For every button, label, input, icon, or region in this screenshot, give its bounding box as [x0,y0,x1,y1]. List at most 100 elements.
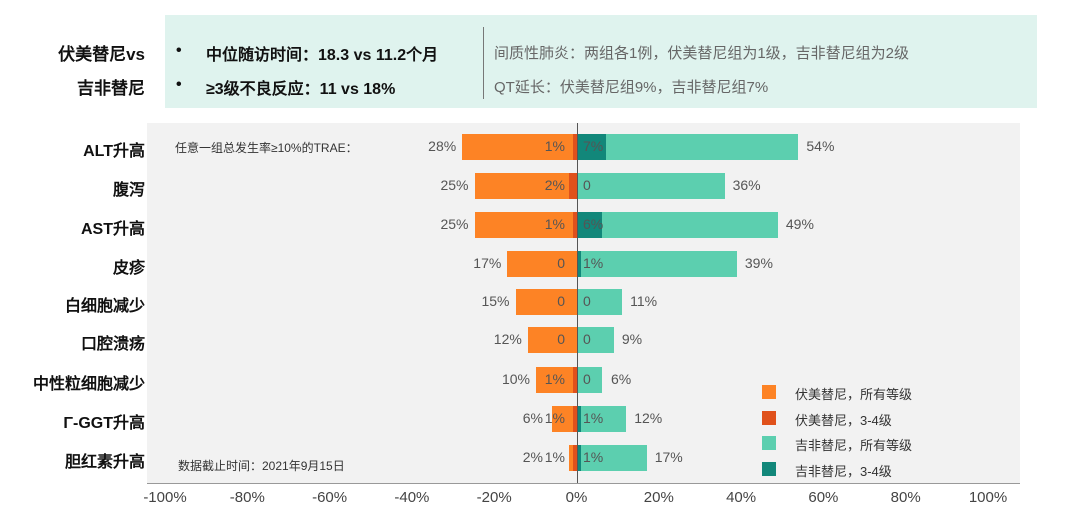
label-furmonertinib-all: 12% [493,331,522,347]
label-furmonertinib-grade34: 2% [544,177,565,193]
label-furmonertinib-grade34: 0 [557,255,565,271]
bar-gefitinib-all [577,289,623,315]
label-gefitinib-all: 54% [806,138,835,154]
label-furmonertinib-all: 2% [522,449,543,465]
bar-gefitinib-all [577,406,627,432]
category-label: ALT升高 [83,143,145,160]
label-furmonertinib-grade34: 0 [557,293,565,309]
comparison-label-line1: 伏美替尼vs [58,45,145,64]
category-label: 皮疹 [112,260,145,277]
bar-gefitinib-all [577,327,614,353]
bar-furmonertinib-all [552,406,577,432]
category-label: 中性粒细胞减少 [32,376,145,393]
label-gefitinib-all: 36% [732,177,761,193]
bar-furmonertinib-grade34 [568,173,577,199]
label-gefitinib-grade34: 1% [583,410,604,426]
x-tick-label: -40% [394,489,430,506]
legend-swatch [762,436,776,450]
label-furmonertinib-grade34: 0 [557,331,565,347]
x-tick-label: -20% [476,489,512,506]
label-furmonertinib-all: 28% [428,138,457,154]
chart-annotation: 任意一组总发生率≥10%的TRAE： [175,141,358,155]
bar-gefitinib-grade34 [577,134,606,160]
label-gefitinib-grade34: 0 [583,293,591,309]
label-furmonertinib-grade34: 1% [544,410,565,426]
zero-axis [577,123,578,483]
x-tick-label: 100% [968,489,1008,506]
category-label: 腹泻 [112,182,145,199]
label-gefitinib-grade34: 6% [583,216,604,232]
label-furmonertinib-all: 25% [440,216,469,232]
x-tick-label: 0% [565,489,588,506]
label-furmonertinib-grade34: 1% [544,371,565,387]
legend-label: 吉非替尼，3-4级 [795,463,892,479]
comparison-label-line2: 吉非替尼 [77,79,145,98]
bar-furmonertinib-all [474,173,577,199]
label-gefitinib-grade34: 1% [583,449,604,465]
label-furmonertinib-all: 15% [481,293,510,309]
label-gefitinib-all: 39% [744,255,773,271]
label-gefitinib-grade34: 0 [583,331,591,347]
bullet: • [176,42,182,59]
chart-footnote: 数据截止时间：2021年9月15日 [178,459,345,473]
x-tick-label: -100% [143,489,187,506]
label-gefitinib-all: 9% [621,331,643,347]
bar-furmonertinib-grade34 [572,445,577,471]
label-gefitinib-grade34: 0 [583,177,591,193]
label-furmonertinib-all: 6% [522,410,543,426]
legend-label: 伏美替尼，所有等级 [795,387,913,402]
legend-label: 伏美替尼，3-4级 [795,412,892,428]
bar-furmonertinib-grade34 [572,134,577,160]
bar-gefitinib-all [577,367,602,393]
x-tick-label: -80% [229,489,265,506]
label-furmonertinib-all: 17% [473,255,502,271]
bar-gefitinib-grade34 [577,406,582,432]
legend-swatch [762,461,776,476]
x-tick-label: 80% [890,489,921,506]
label-gefitinib-all: 49% [785,216,814,232]
category-label: 白细胞减少 [64,298,145,315]
label-gefitinib-grade34: 1% [583,255,604,271]
bar-gefitinib-grade34 [577,251,582,277]
summary-point-ild: 间质性肺炎：两组各1例，伏美替尼组为1级，吉非替尼组为2级 [494,45,910,62]
x-tick-label: 20% [643,489,674,506]
x-tick-label: -60% [312,489,348,506]
x-tick-label: 40% [726,489,757,506]
bar-gefitinib-all [577,173,725,199]
bar-furmonertinib-grade34 [572,406,577,432]
bar-furmonertinib-all [507,251,577,277]
label-gefitinib-all: 6% [611,371,632,387]
label-gefitinib-all: 11% [630,293,658,309]
bullet: • [176,76,182,93]
summary-box [165,15,1037,108]
summary-point-qt: QT延长：伏美替尼组9%，吉非替尼组7% [494,79,769,96]
bar-gefitinib-all [577,212,778,238]
bar-furmonertinib-grade34 [572,212,577,238]
label-furmonertinib-all: 10% [501,371,530,387]
category-label: Γ-GGT升高 [63,415,145,432]
label-gefitinib-all: 17% [654,449,683,465]
summary-point-followup: 中位随访时间：18.3 vs 11.2个月 [206,47,439,64]
bar-furmonertinib-grade34 [572,367,577,393]
summary-point-grade3: ≥3级不良反应：11 vs 18% [206,81,396,98]
legend-swatch [762,410,776,425]
bar-gefitinib-all [577,445,647,471]
bar-gefitinib-grade34 [577,445,582,471]
label-gefitinib-all: 12% [634,410,663,426]
label-gefitinib-grade34: 7% [583,138,604,154]
bar-furmonertinib-all [515,289,577,315]
category-label: 口腔溃疡 [80,336,145,353]
bar-gefitinib-grade34 [577,212,602,238]
summary-divider [483,27,484,99]
bar-gefitinib-all [577,251,737,277]
category-label: AST升高 [80,221,145,238]
label-furmonertinib-grade34: 1% [544,449,565,465]
label-furmonertinib-all: 25% [440,177,469,193]
bar-furmonertinib-all [474,212,577,238]
bar-gefitinib-all [577,134,799,160]
label-furmonertinib-grade34: 1% [544,216,565,232]
category-label: 胆红素升高 [64,454,145,471]
x-tick-label: 60% [808,489,839,506]
bar-furmonertinib-all [536,367,577,393]
label-furmonertinib-grade34: 1% [544,138,565,154]
